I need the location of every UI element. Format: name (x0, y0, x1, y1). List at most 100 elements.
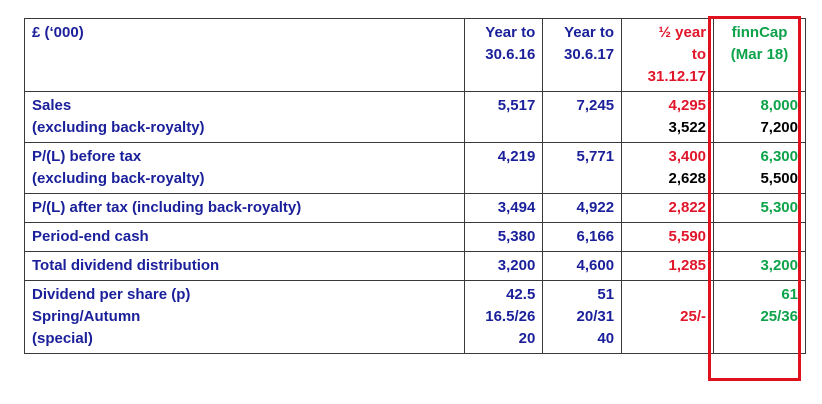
finncap-header-line1: finnCap (731, 24, 788, 41)
cell-value: 25/- (680, 308, 707, 325)
cell-year16: 4,219 (463, 142, 544, 194)
year16-header-line1: Year to (485, 24, 536, 41)
cell-value: 5,771 (576, 148, 615, 165)
table-row-pl-before-tax: P/(L) before tax (excluding back-royalty… (24, 142, 806, 194)
cell-finncap: 3,200 (713, 251, 806, 281)
cell-year16: 3,494 (463, 193, 544, 223)
table-row-period-end-cash: Period-end cash 5,380 6,166 5,590 (24, 222, 806, 252)
table-row-dividend-distribution: Total dividend distribution 3,200 4,600 … (24, 251, 806, 281)
cell-value: 4,295 (668, 97, 707, 114)
cell-value: 25/36 (760, 308, 798, 325)
cell-value: 61 (781, 286, 798, 303)
row-label: P/(L) after tax (including back-royalty) (24, 193, 465, 223)
cell-value: 7,200 (760, 119, 798, 136)
cell-year17: 7,245 (542, 91, 623, 143)
cell-value: 51 (597, 286, 615, 303)
row-label: Total dividend distribution (24, 251, 465, 281)
cell-value: 3,522 (668, 119, 707, 136)
cell-year17: 6,166 (542, 222, 623, 252)
row-label-line: P/(L) after tax (including back-royalty) (32, 199, 302, 216)
cell-value: 5,590 (668, 228, 707, 245)
row-label: Sales (excluding back-royalty) (24, 91, 465, 143)
cell-value: 42.5 (506, 286, 536, 303)
cell-value: 8,000 (760, 97, 798, 114)
row-label: Period-end cash (24, 222, 465, 252)
cell-finncap: 8,000 7,200 (713, 91, 806, 143)
cell-value (629, 328, 706, 350)
cell-value: 6,166 (576, 228, 615, 245)
cell-value (629, 284, 706, 306)
cell-half-year: 5,590 (621, 222, 715, 252)
cell-value: 2,822 (668, 199, 707, 216)
cell-value (721, 328, 798, 350)
half-year-header-line3: 31.12.17 (647, 68, 707, 85)
cell-value (721, 226, 798, 248)
cell-half-year: 3,400 2,628 (621, 142, 715, 194)
half-year-header-line1: ½ year (658, 24, 707, 41)
cell-value: 1,285 (668, 257, 707, 274)
cell-value: 6,300 (760, 148, 798, 165)
row-label: Dividend per share (p) Spring/Autumn (sp… (24, 280, 465, 354)
cell-year16: 3,200 (463, 251, 544, 281)
row-label-line: Total dividend distribution (32, 257, 220, 274)
row-label-line: Spring/Autumn (32, 308, 141, 325)
cell-value: 4,219 (497, 148, 536, 165)
cell-half-year: 2,822 (621, 193, 715, 223)
cell-value: 5,380 (497, 228, 536, 245)
finncap-header-line2: (Mar 18) (730, 46, 789, 63)
row-label: P/(L) before tax (excluding back-royalty… (24, 142, 465, 194)
half-year-header-line2: to (691, 46, 707, 63)
currency-header: £ (‘000) (24, 18, 465, 92)
year17-header-line2: 30.6.17 (564, 46, 615, 63)
row-label-line: Sales (32, 97, 72, 114)
cell-half-year: 25/- (621, 280, 715, 354)
year17-header: Year to 30.6.17 (542, 18, 623, 92)
cell-year16: 5,380 (463, 222, 544, 252)
finncap-header: finnCap (Mar 18) (713, 18, 806, 92)
row-label-line: Period-end cash (32, 228, 149, 245)
table-row-dividend-per-share: Dividend per share (p) Spring/Autumn (sp… (24, 280, 806, 354)
row-label-line: (excluding back-royalty) (32, 170, 205, 187)
cell-year17: 5,771 (542, 142, 623, 194)
currency-header-text: £ (‘000) (32, 24, 84, 41)
cell-year16: 42.5 16.5/26 20 (463, 280, 544, 354)
year16-header-line2: 30.6.16 (485, 46, 536, 63)
row-label-line: Dividend per share (p) (32, 286, 191, 303)
cell-finncap (713, 222, 806, 252)
cell-half-year: 1,285 (621, 251, 715, 281)
cell-finncap: 6,300 5,500 (713, 142, 806, 194)
cell-value: 3,200 (760, 257, 798, 274)
cell-year16: 5,517 (463, 91, 544, 143)
cell-year17: 51 20/31 40 (542, 280, 623, 354)
cell-finncap: 61 25/36 (713, 280, 806, 354)
cell-value: 5,517 (497, 97, 536, 114)
cell-value: 20 (518, 330, 536, 347)
cell-value: 3,400 (668, 148, 707, 165)
year16-header: Year to 30.6.16 (463, 18, 544, 92)
cell-value: 3,494 (497, 199, 536, 216)
year17-header-line1: Year to (564, 24, 615, 41)
row-label-line: (excluding back-royalty) (32, 119, 205, 136)
cell-value: 5,300 (760, 199, 798, 216)
cell-value: 2,628 (668, 170, 707, 187)
cell-value: 7,245 (576, 97, 615, 114)
row-label-line: P/(L) before tax (32, 148, 142, 165)
half-year-header: ½ year to 31.12.17 (621, 18, 715, 92)
cell-finncap: 5,300 (713, 193, 806, 223)
financial-table: £ (‘000) Year to 30.6.16 Year to 30.6.17… (24, 18, 806, 354)
header-row: £ (‘000) Year to 30.6.16 Year to 30.6.17… (24, 18, 806, 92)
cell-value: 20/31 (576, 308, 615, 325)
cell-value: 5,500 (760, 170, 798, 187)
cell-year17: 4,922 (542, 193, 623, 223)
table-row-pl-after-tax: P/(L) after tax (including back-royalty)… (24, 193, 806, 223)
cell-value: 3,200 (497, 257, 536, 274)
cell-year17: 4,600 (542, 251, 623, 281)
cell-half-year: 4,295 3,522 (621, 91, 715, 143)
row-label-line: (special) (32, 330, 93, 347)
table-row-sales: Sales (excluding back-royalty) 5,517 7,2… (24, 91, 806, 143)
cell-value: 4,922 (576, 199, 615, 216)
cell-value: 16.5/26 (485, 308, 536, 325)
cell-value: 4,600 (576, 257, 615, 274)
cell-value: 40 (597, 330, 615, 347)
